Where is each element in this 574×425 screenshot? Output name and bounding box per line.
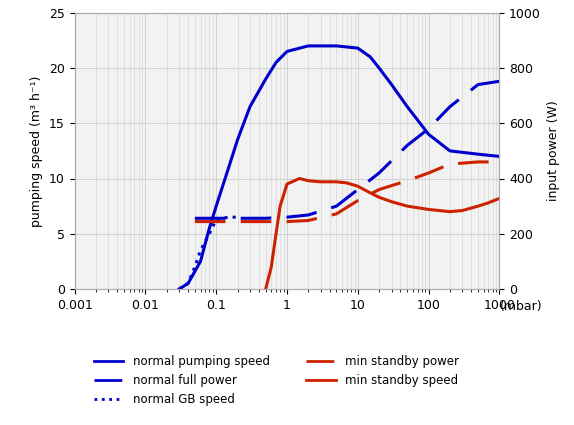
Y-axis label: input power (W): input power (W) <box>546 100 560 201</box>
Legend: min standby power, min standby speed: min standby power, min standby speed <box>301 350 464 391</box>
Y-axis label: pumping speed (m³ h⁻¹): pumping speed (m³ h⁻¹) <box>30 75 44 227</box>
Text: (mbar): (mbar) <box>499 300 542 313</box>
